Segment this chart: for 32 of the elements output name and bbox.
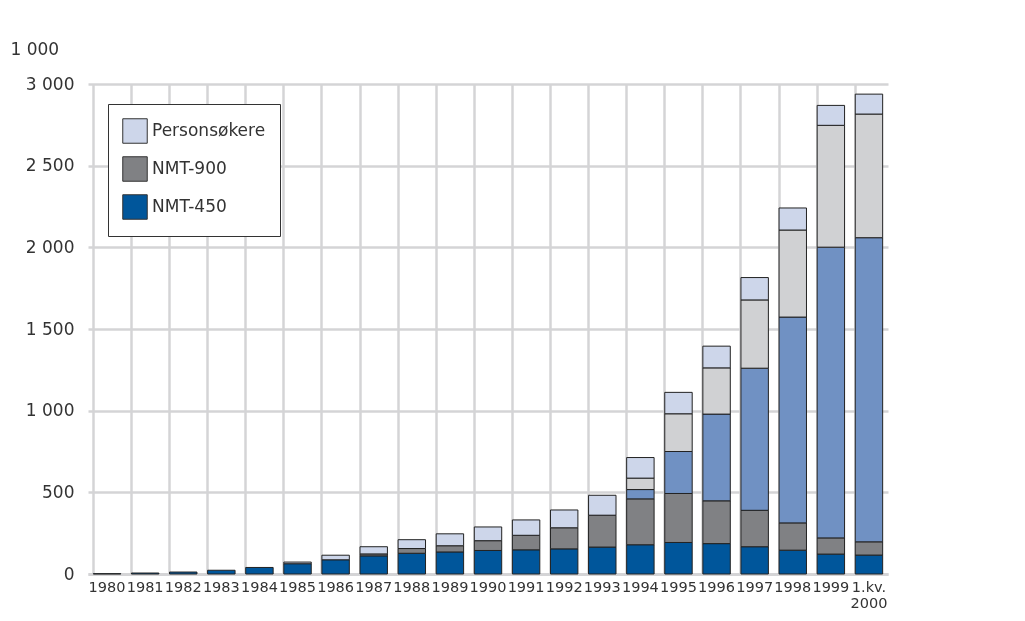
x-tick-label: 1983 [202,578,240,595]
x-tick-label: 1984 [240,578,278,595]
y-tick-label: 1 000 [25,400,75,421]
x-tick-label: 1986 [317,578,355,595]
x-tick-label: 1988 [393,578,431,595]
y-tick-label: 500 [42,481,75,502]
x-tick-label: 1993 [583,578,621,595]
x-tick-label: 1997 [736,578,774,595]
y-axis-title: 1 000 [10,38,60,59]
y-tick-label: 2 000 [25,236,75,257]
x-tick-label: 1992 [545,578,583,595]
x-tick-label: 1980 [88,578,126,595]
y-tick-label: 2 500 [25,155,75,176]
x-tick-label: 1996 [698,578,736,595]
y-tick-label: 1 500 [25,318,75,339]
x-tick-label: 1999 [812,578,850,595]
x-tick-label: 1982 [164,578,202,595]
y-tick-label: 3 000 [25,73,75,94]
legend-label: NMT-900 [152,158,227,178]
x-tick-label: 1981 [126,578,164,595]
x-tick-label: 1989 [431,578,469,595]
x-tick-label: 1991 [507,578,545,595]
x-tick-label: 1985 [279,578,316,595]
y-tick-label: 0 [63,563,75,584]
x-tick-label: 1994 [621,578,659,595]
legend-label: Personsøkere [152,120,266,140]
x-tick-label: 1.kv. 2000 [850,578,888,611]
x-tick-label: 1998 [774,578,812,595]
x-tick-label: 1995 [660,578,697,595]
x-tick-label: 1987 [355,578,393,595]
x-tick-label: 1990 [469,578,507,595]
legend-label: NMT-450 [152,196,227,216]
